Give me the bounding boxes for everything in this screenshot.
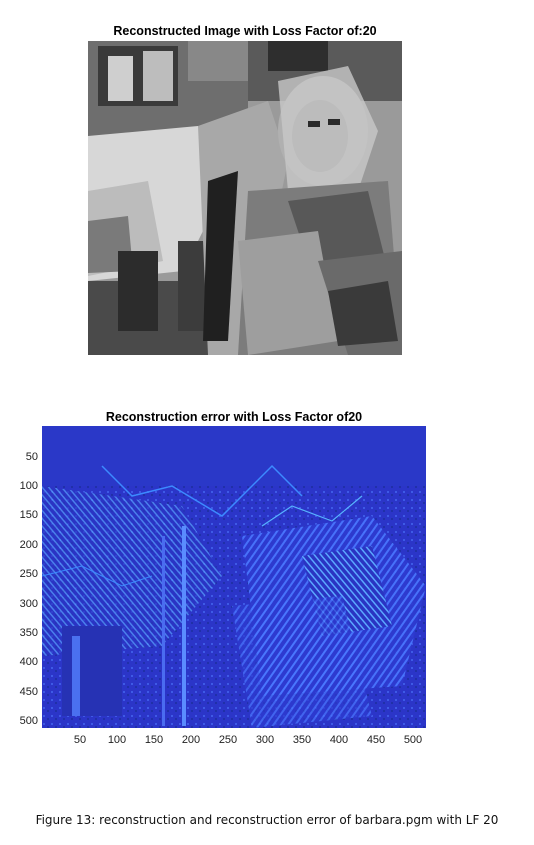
x-tick-label: 500 bbox=[403, 734, 423, 746]
y-tick-label: 350 bbox=[19, 627, 38, 639]
y-tick-label: 100 bbox=[19, 480, 38, 492]
x-tick-label: 250 bbox=[218, 734, 238, 746]
y-tick-label: 200 bbox=[19, 539, 38, 551]
figure-caption: Figure 13: reconstruction and reconstruc… bbox=[35, 813, 499, 827]
x-tick-label: 300 bbox=[255, 734, 275, 746]
x-tick-label: 400 bbox=[329, 734, 349, 746]
x-tick-label: 450 bbox=[366, 734, 386, 746]
x-tick-label: 100 bbox=[107, 734, 127, 746]
x-tick-label: 50 bbox=[73, 734, 87, 746]
y-tick-label: 450 bbox=[19, 686, 38, 698]
x-tick-label: 200 bbox=[181, 734, 201, 746]
x-tick-label: 150 bbox=[144, 734, 164, 746]
reconstruction-error-title: Reconstruction error with Loss Factor of… bbox=[105, 410, 363, 424]
y-tick-label: 300 bbox=[19, 598, 38, 610]
y-tick-label: 150 bbox=[19, 509, 38, 521]
reconstructed-image-title: Reconstructed Image with Loss Factor of:… bbox=[113, 24, 377, 38]
y-tick-label: 250 bbox=[19, 568, 38, 580]
reconstructed-image bbox=[88, 41, 402, 355]
y-tick-label: 400 bbox=[19, 656, 38, 668]
reconstruction-error-graphic bbox=[42, 426, 426, 728]
y-tick-label: 500 bbox=[19, 715, 38, 727]
reconstructed-image-graphic bbox=[88, 41, 402, 355]
reconstruction-error-image bbox=[42, 426, 426, 728]
x-tick-label: 350 bbox=[292, 734, 312, 746]
y-tick-label: 50 bbox=[25, 451, 38, 463]
